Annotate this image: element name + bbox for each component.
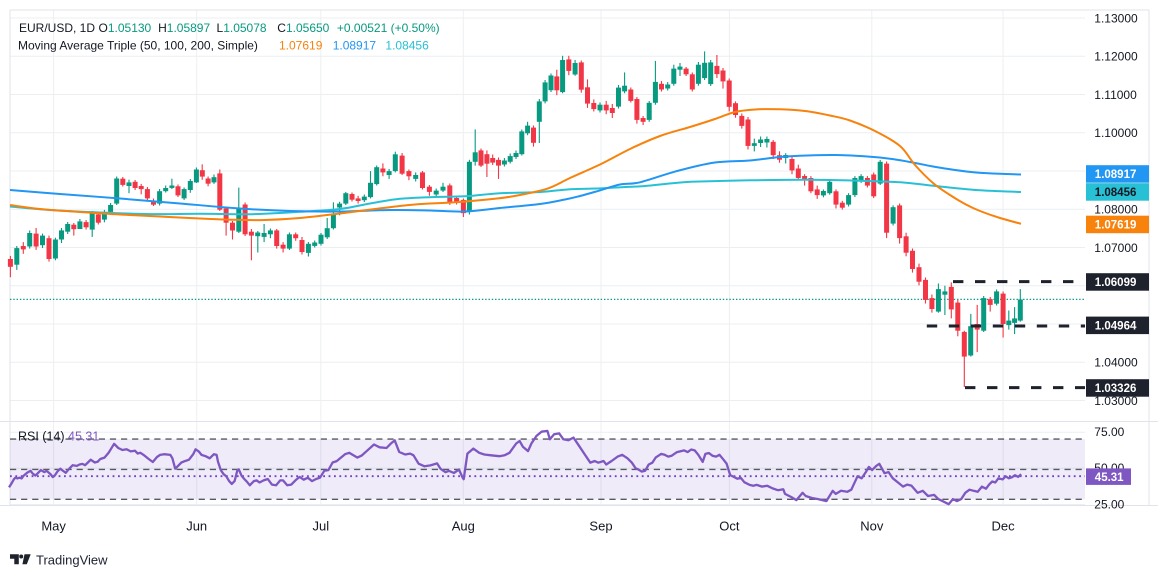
svg-text:1.10000: 1.10000 — [1094, 126, 1138, 140]
svg-text:Aug: Aug — [452, 519, 475, 534]
svg-text:1.08917: 1.08917 — [1095, 169, 1137, 181]
svg-text:1.04000: 1.04000 — [1094, 356, 1138, 370]
svg-text:45.31: 45.31 — [1095, 472, 1124, 484]
svg-text:1.13000: 1.13000 — [1094, 12, 1138, 26]
svg-text:RSI (14) 45.31: RSI (14) 45.31 — [18, 430, 99, 444]
svg-text:1.04964: 1.04964 — [1095, 321, 1137, 333]
svg-text:1.12000: 1.12000 — [1094, 50, 1138, 64]
svg-text:Nov: Nov — [860, 519, 884, 534]
svg-text:1.03000: 1.03000 — [1094, 394, 1138, 408]
svg-text:Jul: Jul — [312, 519, 329, 534]
svg-text:Dec: Dec — [992, 519, 1016, 534]
svg-text:TradingView: TradingView — [36, 553, 108, 568]
svg-text:1.07000: 1.07000 — [1094, 241, 1138, 255]
svg-text:1.03326: 1.03326 — [1095, 383, 1137, 395]
svg-text:Sep: Sep — [589, 519, 612, 534]
svg-text:25.00: 25.00 — [1094, 497, 1124, 511]
svg-text:1.07619: 1.07619 — [1095, 220, 1137, 232]
svg-text:1.08456: 1.08456 — [1095, 187, 1137, 199]
svg-text:Oct: Oct — [719, 519, 740, 534]
svg-text:1.11000: 1.11000 — [1094, 88, 1137, 102]
svg-text:1.06099: 1.06099 — [1095, 277, 1137, 289]
svg-text:May: May — [41, 519, 66, 534]
svg-text:Jun: Jun — [186, 519, 207, 534]
svg-text:1.08000: 1.08000 — [1094, 203, 1138, 217]
svg-text:Moving Average Triple (50, 100: Moving Average Triple (50, 100, 200, Sim… — [18, 39, 429, 53]
svg-text:75.00: 75.00 — [1094, 425, 1124, 439]
